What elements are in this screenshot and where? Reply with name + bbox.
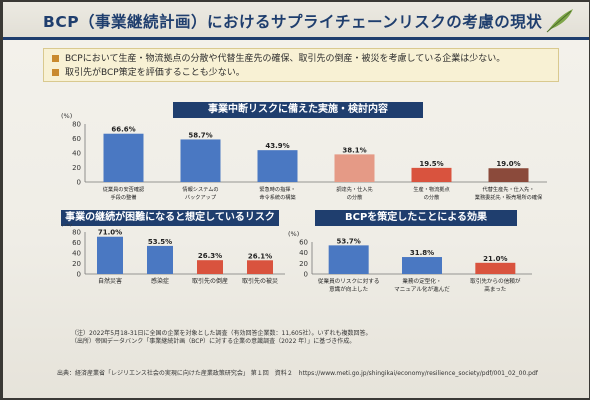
y-tick-label: 40 bbox=[299, 249, 308, 257]
chart3-title: BCPを策定したことによる効果 bbox=[315, 210, 517, 226]
y-tick-label: 0 bbox=[77, 179, 81, 187]
data-label: 19.5% bbox=[419, 160, 443, 168]
chart-bar bbox=[334, 154, 375, 182]
chart-bar bbox=[197, 260, 223, 274]
footnote-note: （注）2022年5月18-31日に全国の企業を対象とした調査（有効回答企業数：1… bbox=[71, 330, 372, 337]
x-category-label: マニュアル化が進んだ bbox=[394, 285, 450, 293]
chart-bar bbox=[247, 260, 273, 274]
data-label: 26.1% bbox=[248, 252, 272, 260]
chart-bar bbox=[328, 245, 369, 274]
x-category-label: 従業員の安否確認 bbox=[103, 185, 145, 193]
x-category-label: 従業員のリスクに対する bbox=[318, 277, 380, 285]
x-category-label: 調達先・仕入先 bbox=[336, 185, 372, 193]
data-label: 53.5% bbox=[148, 238, 172, 246]
y-tick-label: 80 bbox=[72, 121, 81, 129]
x-category-label: 代替生産先・仕入先・ bbox=[483, 185, 535, 193]
y-tick-label: 20 bbox=[72, 260, 81, 268]
x-category-label: 手段の整備 bbox=[111, 193, 137, 201]
chart-bar bbox=[147, 245, 173, 274]
data-label: 38.1% bbox=[342, 146, 366, 154]
x-category-label: 取引先の倒産 bbox=[192, 277, 228, 285]
data-label: 43.9% bbox=[265, 142, 289, 150]
x-category-label: バックアップ bbox=[185, 194, 217, 201]
summary-bullet-text: 取引先がBCP策定を評価することも少ない。 bbox=[65, 68, 245, 78]
x-category-label: 命令系統の構築 bbox=[259, 193, 296, 201]
chart-bar bbox=[488, 168, 529, 182]
chart-bar bbox=[180, 139, 221, 182]
x-category-label: 生産・物流拠点 bbox=[413, 185, 449, 193]
chart2-title: 事業の継続が困難になると想定しているリスク bbox=[61, 210, 279, 226]
summary-box: BCPにおいて生産・物流拠点の分散や代替生産先の確保、取引先の倒産・被災を考慮し… bbox=[43, 48, 559, 82]
y-tick-label: 60 bbox=[72, 239, 81, 247]
chart1-title: 事業中断リスクに備えた実施・検討内容 bbox=[173, 102, 423, 118]
x-category-label: 意識が向上した bbox=[329, 285, 369, 293]
summary-bullet: BCPにおいて生産・物流拠点の分散や代替生産先の確保、取引先の倒産・被災を考慮し… bbox=[52, 52, 550, 66]
chart-business-continuity-risks: (%) 0 20 40 60 80 71.0% 自然災害 53.5% 感染症 26.3% 取引先の倒産… bbox=[61, 224, 285, 285]
data-label: 26.3% bbox=[198, 252, 222, 260]
data-label: 53.7% bbox=[337, 237, 361, 245]
x-category-label: 取引先からの信頼が bbox=[470, 277, 521, 285]
y-tick-label: 20 bbox=[299, 260, 308, 268]
title-bar: BCP（事業継続計画）におけるサプライチェーンリスクの考慮の現状 bbox=[3, 2, 589, 40]
data-label: 21.0% bbox=[483, 255, 507, 263]
x-category-label: 業務委託先・販売場所の確保 bbox=[475, 193, 543, 201]
source-citation: 出典：経済産業省「レジリエンス社会の実現に向けた産業政策研究会」 第１回 資料２… bbox=[57, 370, 538, 377]
data-label: 58.7% bbox=[188, 131, 212, 139]
x-category-label: 取引先の被災 bbox=[242, 277, 278, 285]
y-tick-label: 0 bbox=[304, 271, 308, 279]
x-category-label: 業務の定型化・ bbox=[402, 277, 441, 285]
chart-bar bbox=[411, 167, 452, 182]
x-category-label: 高まった bbox=[484, 285, 507, 293]
data-label: 71.0% bbox=[98, 229, 122, 237]
summary-bullet-text: BCPにおいて生産・物流拠点の分散や代替生産先の確保、取引先の倒産・被災を考慮し… bbox=[65, 54, 506, 64]
y-tick-label: 40 bbox=[72, 250, 81, 258]
chart-bar bbox=[97, 236, 123, 274]
footnote-source: （出所）帝国データバンク「事業継続計画（BCP）に対する企業の意識調査（2022… bbox=[71, 338, 356, 345]
bullet-square-icon bbox=[52, 69, 59, 76]
x-category-label: 緊急時の指揮・ bbox=[259, 185, 295, 193]
data-label: 66.6% bbox=[111, 126, 135, 134]
y-tick-label: 60 bbox=[299, 239, 308, 247]
y-tick-label: 40 bbox=[72, 150, 81, 158]
x-category-label: の分散 bbox=[424, 193, 440, 201]
chart-bar bbox=[103, 133, 144, 182]
y-tick-label: 20 bbox=[72, 164, 81, 172]
y-axis-unit-label: (%) bbox=[288, 230, 299, 238]
bullet-square-icon bbox=[52, 55, 59, 62]
y-axis-unit-label: (%) bbox=[61, 224, 72, 228]
x-category-label: 情報システムの bbox=[182, 185, 218, 193]
x-category-label: 感染症 bbox=[151, 277, 169, 285]
chart-bar bbox=[475, 262, 516, 274]
y-tick-label: 0 bbox=[77, 271, 81, 279]
presentation-slide: BCP（事業継続計画）におけるサプライチェーンリスクの考慮の現状 BCPにおいて… bbox=[3, 2, 589, 398]
chart-bar bbox=[257, 150, 298, 182]
slide-title: BCP（事業継続計画）におけるサプライチェーンリスクの考慮の現状 bbox=[43, 13, 543, 31]
summary-bullet: 取引先がBCP策定を評価することも少ない。 bbox=[52, 66, 550, 80]
chart-bar bbox=[402, 257, 442, 274]
y-tick-label: 60 bbox=[72, 135, 81, 143]
data-label: 31.8% bbox=[410, 249, 434, 257]
data-label: 19.0% bbox=[496, 160, 520, 168]
y-axis-unit-label: (%) bbox=[61, 112, 72, 120]
x-category-label: の分散 bbox=[347, 193, 363, 201]
y-tick-label: 80 bbox=[72, 229, 81, 237]
x-category-label: 自然災害 bbox=[98, 277, 122, 285]
feather-logo-icon bbox=[546, 9, 573, 33]
